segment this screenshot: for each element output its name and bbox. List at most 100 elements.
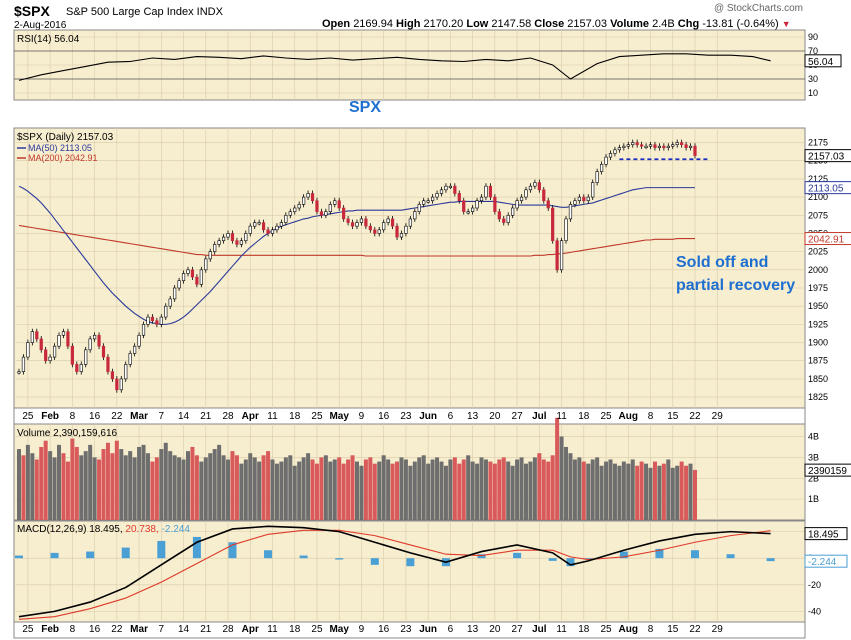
candle [310,193,315,202]
x-tick-label-bottom: Aug [619,624,638,635]
x-tick-label-bottom: 6 [448,624,454,635]
volume-bar [25,444,30,520]
candle [195,276,199,285]
candle [235,240,239,245]
candle [559,240,564,271]
candle [413,211,417,220]
candle [284,214,288,223]
volume-bar [221,455,226,520]
close-label: Close [534,18,565,30]
x-tick-label-bottom: 20 [489,624,501,635]
candle [457,193,461,202]
x-tick-label: 7 [159,411,165,422]
volume-bar [190,446,195,520]
candle [21,356,26,372]
x-tick-label-bottom: 25 [600,624,612,635]
x-tick-label: 6 [448,411,454,422]
volume-bar [52,457,57,520]
volume-bar [359,465,364,520]
macd-legend: MACD(12,26,9) 18.495, 20.738, -2.244 [17,524,190,535]
candle [657,145,662,148]
candle [190,269,195,278]
x-tick-label: Mar [130,411,148,422]
x-tick-label-bottom: 25 [22,624,34,635]
volume-bar [675,465,680,520]
candle [617,147,621,151]
rsi-last-label: 56.04 [808,57,833,68]
volume-bar [523,463,528,520]
candle [244,233,248,242]
candle [248,225,252,234]
candle [93,334,97,340]
candle [537,182,541,191]
candle [359,218,364,223]
candle [155,320,159,325]
x-tick-label-bottom: 22 [111,624,123,635]
candle [101,345,106,358]
signal-line [18,529,771,620]
candle [70,345,74,365]
volume-bar [128,451,133,520]
histogram-bar [264,550,273,559]
candle [435,193,439,198]
volume-bar [114,440,119,520]
note-line-1: Sold off and [676,254,769,271]
ma50-last-label: 2113.05 [808,184,844,195]
y-tick-label: 3B [808,452,819,462]
candle [319,211,324,216]
index-name: S&P 500 Large Cap Index INDX [66,6,223,18]
volume-bar [541,459,546,520]
volume-bar [532,457,537,520]
candle [168,298,172,307]
histogram-bar [690,550,699,559]
candle [382,222,386,231]
histogram-bar [157,540,166,559]
candle [150,316,155,322]
histogram-bar [121,547,130,559]
macd-legend-part: -2.244 [162,524,191,535]
rsi-last-label-box [804,54,842,68]
volume-bar [350,455,355,520]
volume-bar [154,457,159,520]
volume-bar [354,461,359,520]
candle [141,324,146,336]
candle [44,349,48,362]
candle [368,225,372,231]
x-tick-label: Feb [41,411,59,422]
candle [133,345,137,354]
candle [110,371,114,380]
volume-bar [568,453,573,520]
volume-bar [168,451,173,520]
candle [128,353,132,365]
macd-last-label-box [804,527,848,541]
y-tick-label: 1975 [808,283,828,293]
volume-last-label-box [804,463,851,477]
x-tick-label-bottom: Jul [532,624,547,635]
y-tick-label: 2100 [808,192,828,202]
y-tick-label: 2125 [808,174,828,184]
ma200-legend: MA(200) 2042.91 [28,153,98,163]
volume-bar [466,455,471,520]
y-tick-label: -20 [808,580,821,590]
macd-legend-part: 20.738, [125,524,161,535]
candle [653,144,657,148]
candle [591,182,595,198]
chg-dropdown-icon[interactable]: ▼ [781,19,791,29]
chg-value: -13.81 (-0.64%) [702,18,779,30]
volume-bar [501,457,506,520]
candle [288,211,292,216]
y-tick-label: 1900 [808,338,828,348]
candle [26,342,30,358]
x-tick-label: 25 [22,411,34,422]
volume-bar [70,438,75,520]
candle [555,240,559,271]
volume-bar [230,451,235,520]
candle [546,200,550,209]
chg-label: Chg [677,18,700,30]
macd-line [18,525,771,618]
volume-bar [372,463,377,520]
x-tick-label-bottom: 9 [359,624,365,635]
histogram-bar [726,554,735,559]
volume-bar [57,444,62,520]
